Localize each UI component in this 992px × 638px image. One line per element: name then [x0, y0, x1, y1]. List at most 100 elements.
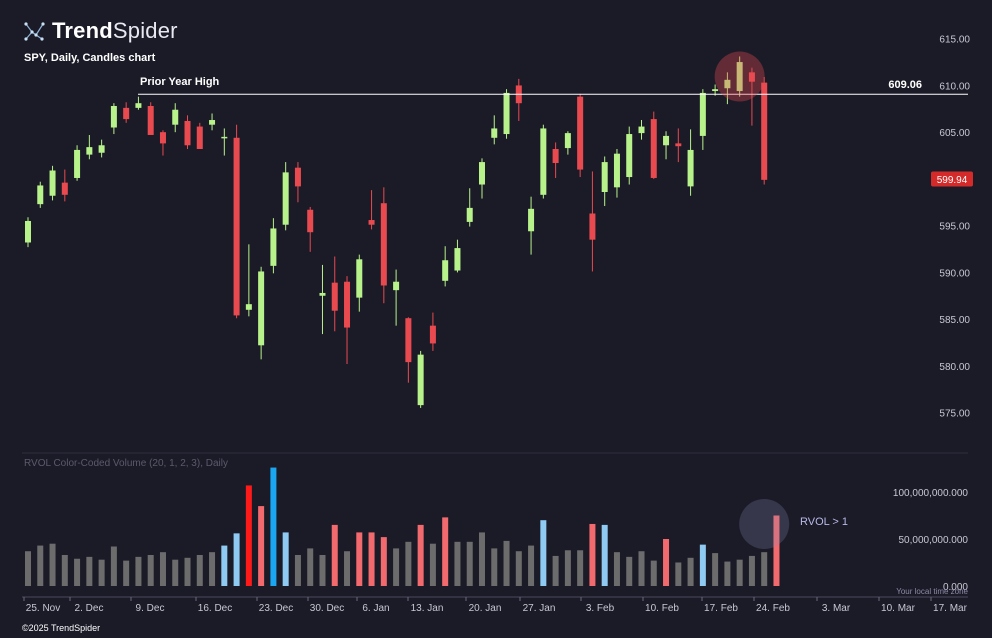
candle-body	[442, 260, 449, 281]
candle	[184, 115, 191, 149]
candle-body	[110, 106, 117, 128]
prior-year-high-label: Prior Year High	[140, 76, 220, 88]
volume-bar	[626, 556, 633, 586]
candle	[172, 103, 179, 133]
x-tick-label: 10. Mar	[881, 603, 916, 614]
chart-subtitle: SPY, Daily, Candles chart	[24, 52, 156, 64]
volume-bar	[307, 548, 314, 586]
candle-body	[221, 136, 228, 139]
volume-bar	[675, 562, 682, 586]
candle-body	[159, 132, 166, 144]
candle	[687, 129, 694, 196]
candle	[331, 256, 338, 332]
x-tick-label: 30. Dec	[310, 603, 344, 614]
volume-bar	[638, 551, 645, 586]
candle-body	[74, 149, 81, 178]
volume-pane-title: RVOL Color-Coded Volume (20, 1, 2, 3), D…	[24, 458, 228, 469]
volume-bar	[368, 532, 375, 586]
candle	[294, 162, 301, 203]
volume-tick-label: 0.000	[943, 582, 968, 593]
x-tick-label: 23. Dec	[259, 603, 293, 614]
candle	[478, 158, 485, 199]
volume-bar	[564, 550, 571, 586]
candle	[491, 115, 498, 145]
candle-body	[307, 209, 314, 233]
volume-bar	[601, 524, 608, 586]
candle	[577, 93, 584, 178]
candle-body	[429, 325, 436, 344]
brand-name: TrendSpider	[52, 18, 178, 43]
volume-bar	[245, 485, 252, 586]
candle-body	[368, 220, 375, 225]
x-tick-label: 6. Jan	[362, 603, 389, 614]
volume-bar	[25, 551, 31, 586]
volume-bar	[540, 520, 547, 586]
candle	[699, 89, 706, 150]
volume-bar	[650, 560, 657, 586]
candle	[221, 128, 228, 156]
volume-bar	[270, 467, 277, 586]
candle	[564, 131, 571, 155]
volume-bar	[61, 554, 68, 586]
copyright-text: ©2025 TrendSpider	[22, 623, 101, 633]
candle	[528, 196, 535, 255]
volume-bar	[442, 517, 449, 586]
candle-body	[687, 149, 694, 187]
x-tick-label: 16. Dec	[198, 603, 232, 614]
candle	[540, 124, 547, 199]
volume-bar	[135, 556, 142, 586]
candle-body	[331, 282, 338, 311]
volume-bar	[429, 543, 436, 586]
volume-bar	[37, 545, 44, 586]
candle	[319, 264, 326, 335]
candle	[282, 162, 289, 231]
candle	[49, 165, 56, 201]
candle-body	[147, 106, 154, 135]
candle	[74, 145, 81, 181]
candle	[417, 350, 424, 408]
candle-body	[577, 96, 584, 170]
candle	[344, 276, 351, 364]
candle-body	[699, 92, 706, 136]
candle-body	[86, 147, 93, 155]
last-price-tag	[931, 171, 973, 187]
price-axis: 615.00610.00605.00600.00595.00590.00585.…	[22, 35, 970, 454]
candle	[98, 139, 105, 158]
candle-body	[675, 143, 682, 147]
volume-bar	[503, 540, 510, 586]
candle-body	[454, 248, 461, 271]
candle	[110, 103, 117, 135]
volume-bar	[748, 555, 755, 586]
x-tick-label: 24. Feb	[756, 603, 790, 614]
candle-body	[123, 107, 130, 120]
candle-body	[37, 185, 44, 205]
candle-body	[209, 120, 216, 125]
price-tick-label: 585.00	[939, 315, 970, 326]
volume-bar	[86, 556, 93, 586]
candle	[245, 244, 252, 317]
candle-body	[98, 145, 105, 153]
candle-body	[491, 128, 498, 138]
x-tick-label: 27. Jan	[523, 603, 556, 614]
candle	[675, 128, 682, 163]
volume-bar	[110, 546, 117, 586]
volume-bar	[49, 543, 56, 586]
brand-logo: TrendSpider	[22, 16, 178, 46]
volume-bars: RVOL Color-Coded Volume (20, 1, 2, 3), D…	[24, 458, 969, 596]
candle-body	[466, 207, 473, 222]
volume-bar	[589, 523, 596, 586]
x-tick-label: 3. Feb	[586, 603, 615, 614]
candle-body	[356, 259, 363, 298]
candle	[196, 122, 203, 149]
rvol-annotation-label: RVOL > 1	[800, 516, 848, 528]
candle-body	[552, 149, 559, 164]
volume-bar	[712, 553, 719, 586]
candle	[466, 188, 473, 227]
candle-body	[417, 354, 424, 406]
candle	[233, 124, 240, 319]
volume-bar	[663, 539, 670, 586]
candle	[147, 102, 154, 135]
candle-body	[344, 281, 351, 328]
price-tick-label: 610.00	[939, 81, 970, 92]
